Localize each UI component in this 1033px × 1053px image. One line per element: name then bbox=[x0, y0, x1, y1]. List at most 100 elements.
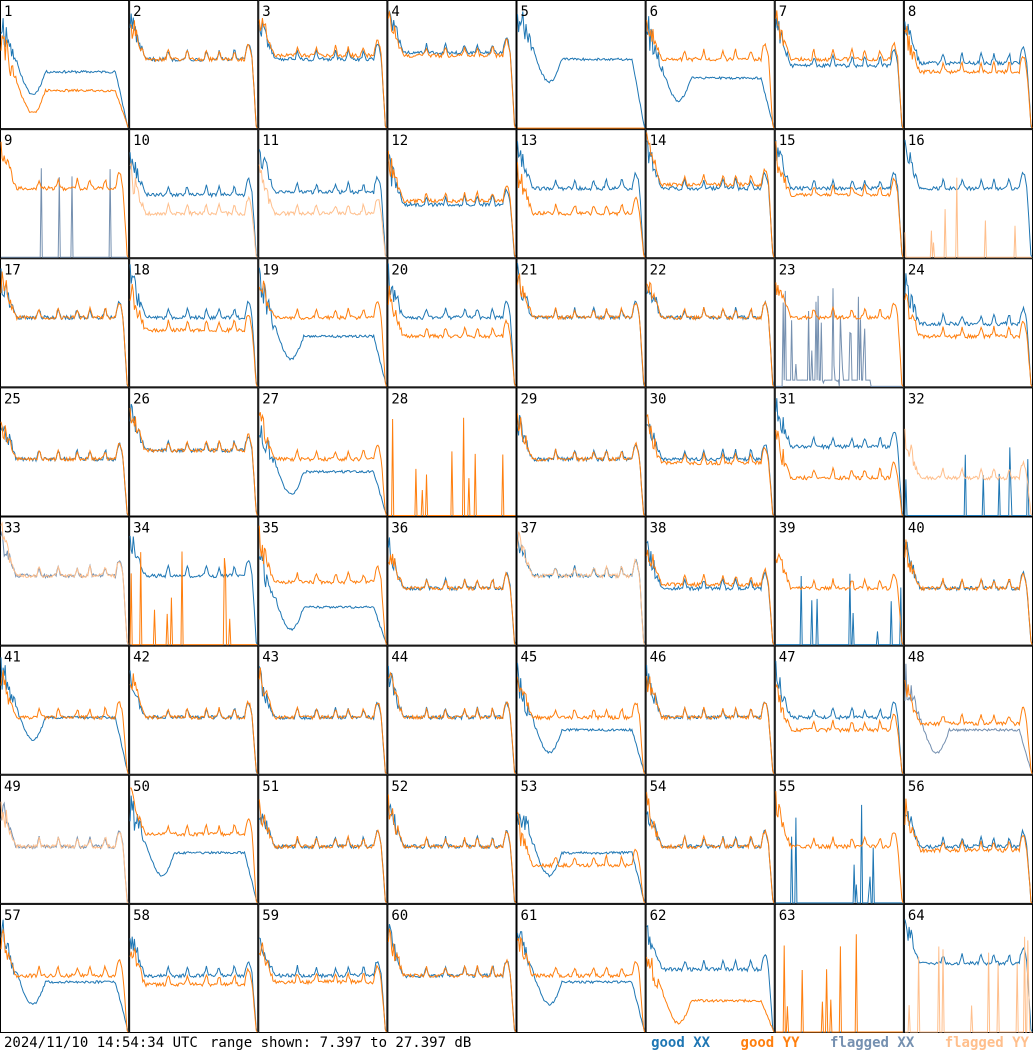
panel-frame bbox=[774, 516, 904, 646]
panel-14: 14 bbox=[645, 129, 775, 259]
series-xx bbox=[129, 264, 258, 387]
series-yy bbox=[387, 150, 516, 258]
panel-label: 35 bbox=[262, 521, 279, 537]
panel-label: 49 bbox=[4, 779, 21, 795]
series-xx bbox=[517, 813, 646, 904]
series-yy bbox=[646, 132, 775, 258]
panel-frame bbox=[387, 0, 517, 130]
series-yy bbox=[387, 11, 516, 129]
series-yy bbox=[258, 17, 387, 129]
series-yy bbox=[904, 936, 1032, 1033]
panel-label: 9 bbox=[4, 133, 12, 149]
panel-8: 8 bbox=[903, 0, 1033, 130]
series-yy bbox=[646, 956, 775, 1033]
panel-label: 38 bbox=[650, 521, 667, 537]
panel-label: 63 bbox=[779, 908, 796, 924]
series-yy bbox=[258, 667, 387, 775]
panel-64: 64 bbox=[903, 903, 1033, 1033]
series-yy bbox=[387, 553, 516, 645]
series-xx bbox=[646, 540, 775, 645]
panel-label: 13 bbox=[521, 133, 538, 149]
panel-label: 30 bbox=[650, 391, 667, 407]
panel-label: 27 bbox=[262, 391, 279, 407]
panel-label: 32 bbox=[908, 391, 925, 407]
series-yy bbox=[517, 272, 646, 387]
panel-frame bbox=[387, 516, 517, 646]
series-yy bbox=[0, 421, 129, 516]
series-yy bbox=[904, 25, 1033, 129]
panel-frame bbox=[387, 129, 517, 259]
panel-frame bbox=[129, 387, 259, 517]
panel-frame bbox=[645, 774, 775, 904]
panel-label: 64 bbox=[908, 908, 925, 924]
panel-45: 45 bbox=[516, 645, 646, 775]
panel-35: 35 bbox=[258, 516, 388, 646]
series-yy bbox=[388, 671, 516, 775]
series-xx bbox=[129, 795, 258, 904]
series-yy bbox=[258, 164, 387, 258]
panel-30: 30 bbox=[645, 387, 775, 517]
series-xx bbox=[646, 16, 775, 129]
panel-label: 41 bbox=[4, 650, 21, 666]
series-yy bbox=[517, 677, 646, 774]
panel-17: 17 bbox=[0, 258, 130, 388]
series-xx bbox=[904, 21, 1033, 129]
series-yy bbox=[904, 177, 1032, 258]
panel-label: 8 bbox=[908, 4, 916, 20]
series-xx bbox=[387, 263, 516, 387]
panel-label: 21 bbox=[521, 262, 538, 278]
series-yy bbox=[904, 292, 1033, 387]
panel-label: 14 bbox=[650, 133, 667, 149]
panel-20: 20 bbox=[387, 258, 517, 388]
panel-label: 36 bbox=[391, 521, 408, 537]
panel-label: 54 bbox=[650, 779, 667, 795]
panel-51: 51 bbox=[258, 774, 388, 904]
panel-frame bbox=[258, 258, 388, 388]
panel-frame bbox=[258, 903, 388, 1033]
panel-frame bbox=[0, 774, 130, 904]
panel-frame bbox=[645, 258, 775, 388]
panel-21: 21 bbox=[516, 258, 646, 388]
panel-frame bbox=[516, 258, 646, 388]
series-yy bbox=[904, 679, 1033, 774]
panel-label: 26 bbox=[133, 391, 150, 407]
panel-19: 19 bbox=[258, 258, 388, 388]
series-yy bbox=[258, 799, 387, 904]
panel-frame bbox=[516, 129, 646, 259]
series-yy bbox=[646, 792, 775, 904]
series-yy bbox=[258, 280, 387, 387]
panel-12: 12 bbox=[387, 129, 517, 259]
series-yy bbox=[904, 539, 1033, 645]
panel-24: 24 bbox=[903, 258, 1033, 388]
panel-frame bbox=[774, 645, 904, 775]
panel-label: 43 bbox=[262, 650, 279, 666]
panel-32: 32 bbox=[903, 387, 1033, 517]
panel-48: 48 bbox=[903, 645, 1033, 775]
panel-label: 24 bbox=[908, 262, 925, 278]
series-xx bbox=[258, 21, 387, 129]
panel-label: 40 bbox=[908, 521, 925, 537]
panel-2: 2 bbox=[129, 0, 259, 130]
panel-1: 1 bbox=[0, 0, 130, 130]
panel-3: 3 bbox=[258, 0, 388, 130]
panel-28: 28 bbox=[387, 387, 517, 517]
panel-23: 23 bbox=[774, 258, 904, 388]
panel-frame bbox=[0, 258, 130, 388]
panel-frame bbox=[0, 387, 130, 517]
panel-frame bbox=[0, 516, 130, 646]
panel-frame bbox=[516, 0, 646, 130]
series-yy bbox=[904, 428, 1033, 516]
panel-frame bbox=[645, 516, 775, 646]
panel-6: 6 bbox=[645, 0, 775, 130]
series-xx bbox=[129, 936, 258, 1033]
series-yy bbox=[646, 675, 775, 774]
series-xx bbox=[0, 425, 129, 516]
series-yy bbox=[775, 683, 904, 774]
series-yy bbox=[258, 525, 387, 645]
series-yy bbox=[0, 928, 129, 1033]
legend-flagged-yy: flagged YY bbox=[944, 1035, 1029, 1051]
panel-37: 37 bbox=[516, 516, 646, 646]
series-yy bbox=[517, 936, 646, 1033]
panel-36: 36 bbox=[387, 516, 517, 646]
series-yy bbox=[904, 798, 1033, 904]
